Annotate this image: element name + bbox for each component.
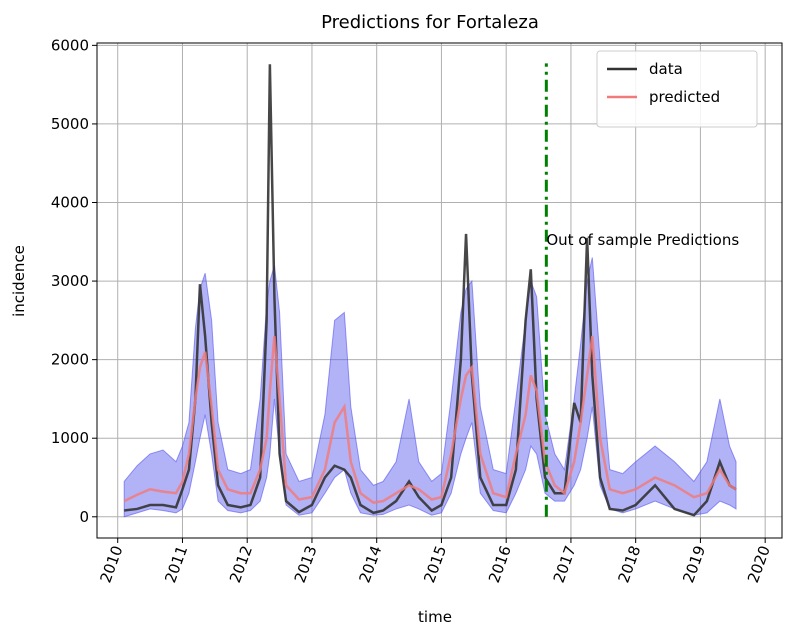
annotation: Out of sample Predictions: [546, 231, 739, 249]
x-tick-label: 2017: [550, 543, 580, 585]
y-tick-label: 2000: [51, 351, 89, 369]
series-line: [123, 335, 737, 504]
x-tick-label: 2011: [161, 543, 191, 585]
x-tick-label: 2019: [679, 543, 709, 585]
y-tick-label: 4000: [51, 194, 89, 212]
y-tick-label: 6000: [51, 36, 89, 54]
confidence-band: [123, 257, 737, 518]
x-tick-label: 2014: [355, 543, 385, 585]
y-tick-label: 5000: [51, 115, 89, 133]
y-tick-label: 3000: [51, 272, 89, 290]
plot-frame: [96, 42, 783, 539]
x-axis-title: time: [418, 608, 452, 626]
series-line: [124, 64, 737, 517]
y-axis-title: incidence: [10, 245, 28, 317]
x-tick-label: 2010: [97, 543, 127, 585]
legend-label: predicted: [649, 88, 720, 106]
y-tick-label: 0: [79, 508, 89, 526]
chart-title: Predictions for Fortaleza: [321, 12, 539, 33]
x-tick-label: 2018: [614, 543, 644, 585]
x-tick-label: 2013: [291, 543, 321, 585]
x-tick-label: 2015: [420, 543, 450, 585]
x-tick-label: 2020: [744, 543, 774, 585]
y-tick-label: 1000: [51, 429, 89, 447]
x-tick-label: 2016: [485, 543, 515, 585]
legend-label: data: [649, 60, 683, 78]
x-tick-label: 2012: [226, 543, 256, 585]
